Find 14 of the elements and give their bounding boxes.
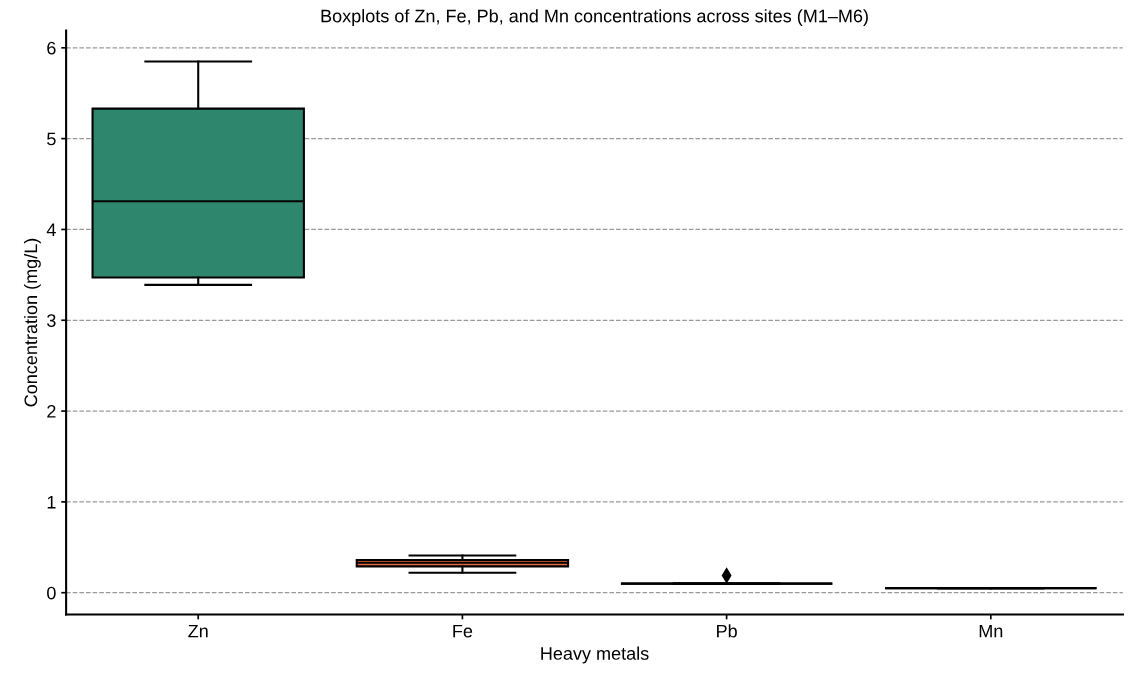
x-tick-label: Zn xyxy=(188,624,208,638)
x-tick-label: Fe xyxy=(453,624,473,638)
y-axis-title: Concentration (mg/L) xyxy=(23,238,41,407)
y-tick-label: 5 xyxy=(47,132,56,146)
x-tick-label: Mn xyxy=(979,624,1003,638)
y-tick-label: 0 xyxy=(47,586,56,600)
x-tick-label: Pb xyxy=(717,624,737,638)
y-tick-label: 1 xyxy=(47,496,56,509)
y-tick-label: 4 xyxy=(46,223,56,236)
chart-title: Boxplots of Zn, Fe, Pb, and Mn concentrations across sites (M1–M6) xyxy=(321,9,868,26)
x-axis-title: Heavy metals xyxy=(541,646,649,664)
y-tick-label: 3 xyxy=(47,314,56,327)
y-tick-label: 2 xyxy=(47,405,56,418)
y-tick-label: 6 xyxy=(47,41,56,55)
